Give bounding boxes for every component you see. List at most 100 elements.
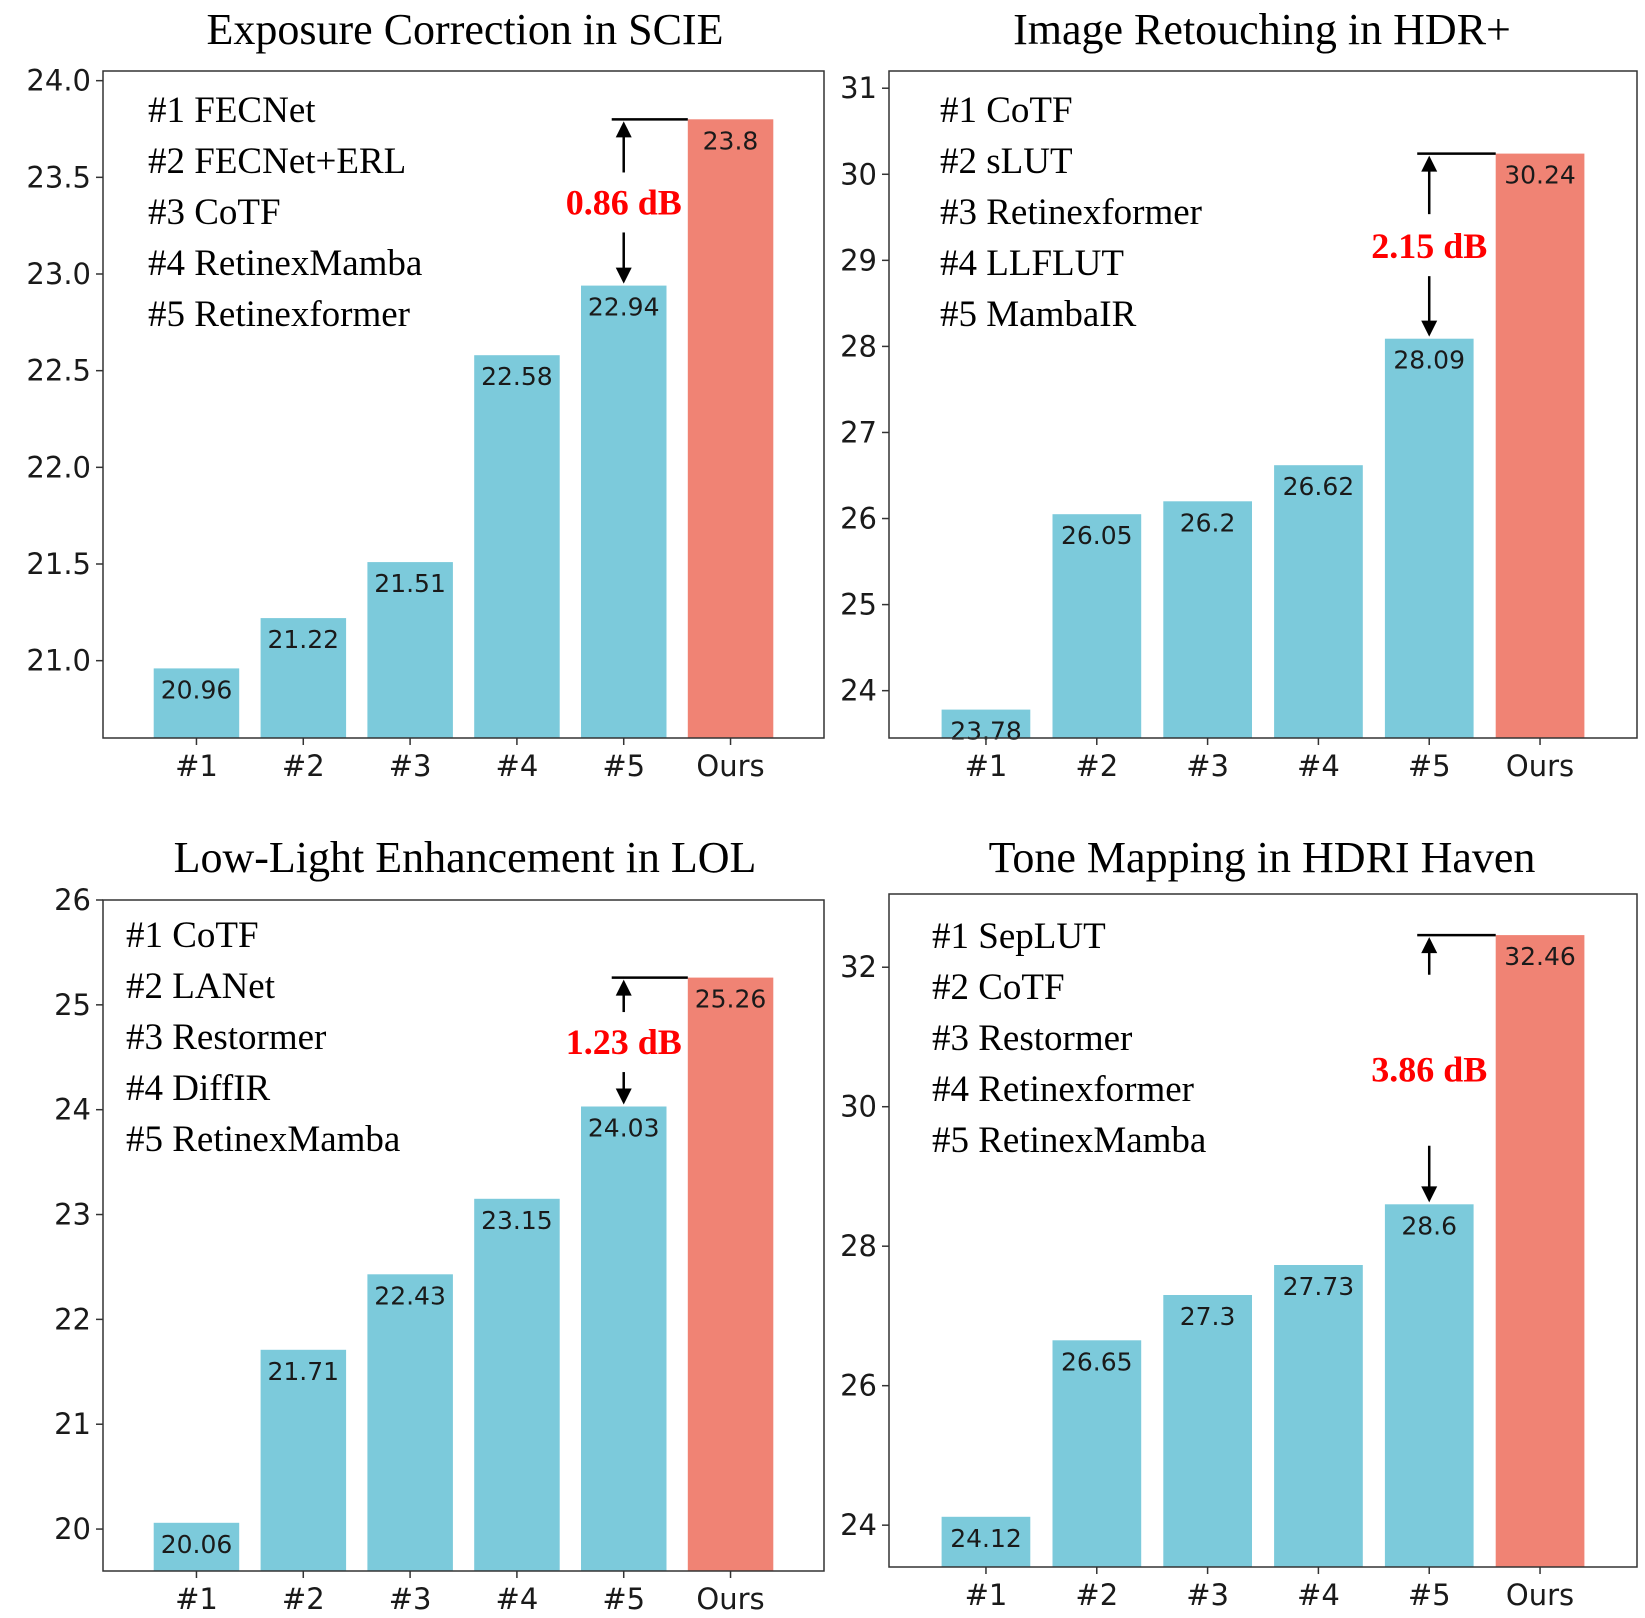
bar — [1384, 1204, 1474, 1567]
bar — [1274, 465, 1363, 738]
y-tick-label: 28 — [840, 1229, 877, 1263]
y-tick-label: 22.0 — [26, 450, 91, 484]
improvement-label: 1.23 dB — [566, 1022, 682, 1062]
data-label: 32.46 — [1504, 942, 1576, 971]
chart-panel: Tone Mapping in HDRI Haven 24.12 26.65 27.3… — [840, 833, 1638, 1612]
y-tick-label: 26 — [840, 502, 877, 536]
arrow-down-icon — [1421, 320, 1438, 337]
legend-entry: #4 LLFLUT — [940, 243, 1124, 284]
bar-ours — [1495, 935, 1585, 1567]
y-tick-label: 30 — [840, 1090, 877, 1124]
x-tick-label: #4 — [496, 749, 539, 783]
data-label: 24.03 — [588, 1114, 660, 1143]
data-label: 23.15 — [481, 1206, 553, 1235]
bar — [153, 1522, 240, 1571]
data-label: 23.8 — [703, 126, 759, 155]
x-tick-label: Ours — [1506, 749, 1574, 783]
data-label: 27.3 — [1180, 1302, 1236, 1331]
y-tick-label: 26 — [840, 1369, 877, 1403]
bar — [941, 709, 1031, 738]
x-tick-label: #4 — [496, 1582, 539, 1616]
legend-entry: #3 Restormer — [126, 1017, 326, 1058]
legend-entry: #1 CoTF — [940, 90, 1073, 131]
chart-title: Image Retouching in HDR+ — [1013, 5, 1511, 54]
y-tick-label: 23.5 — [26, 160, 91, 194]
data-label: 24.12 — [950, 1524, 1022, 1553]
data-label: 22.43 — [374, 1281, 446, 1310]
y-tick-label: 24.0 — [26, 64, 91, 98]
x-tick-label: Ours — [1506, 1578, 1574, 1612]
data-label: 22.94 — [588, 293, 660, 322]
y-tick-label: 21.5 — [26, 547, 91, 581]
data-label: 28.09 — [1393, 346, 1465, 375]
legend-entry: #4 DiffIR — [126, 1068, 271, 1109]
data-label: 22.58 — [481, 362, 553, 391]
arrow-up-icon — [615, 121, 632, 138]
legend-entry: #4 Retinexformer — [932, 1069, 1194, 1110]
legend-entry: #5 RetinexMamba — [126, 1119, 400, 1160]
y-tick-label: 29 — [840, 243, 877, 277]
plot-frame — [102, 70, 825, 739]
improvement-label: 0.86 dB — [566, 182, 682, 222]
x-tick-label: #5 — [602, 749, 645, 783]
arrow-down-icon — [615, 267, 632, 284]
plot-frame — [102, 899, 825, 1572]
data-label: 26.05 — [1061, 521, 1133, 550]
legend-entry: #3 Restormer — [932, 1018, 1132, 1059]
chart-title: Exposure Correction in SCIE — [207, 5, 724, 54]
x-tick-label: #2 — [1075, 749, 1118, 783]
plot-frame — [888, 70, 1638, 739]
arrow-up-icon — [615, 979, 632, 996]
y-tick-label: 31 — [840, 71, 877, 105]
bar — [367, 1274, 453, 1571]
bar — [581, 1106, 667, 1571]
x-tick-label: #5 — [1408, 749, 1451, 783]
legend-entry: #1 FECNet — [148, 90, 316, 131]
x-tick-label: #1 — [965, 1578, 1008, 1612]
x-tick-label: #3 — [1186, 1578, 1229, 1612]
y-tick-label: 24 — [840, 1508, 877, 1542]
data-label: 26.62 — [1283, 472, 1355, 501]
legend-entry: #5 MambaIR — [940, 294, 1137, 335]
legend-entry: #3 CoTF — [148, 192, 281, 233]
y-tick-label: 21.0 — [26, 644, 91, 678]
bar — [1052, 514, 1142, 738]
legend-entry: #2 CoTF — [932, 967, 1065, 1008]
improvement-label: 3.86 dB — [1371, 1050, 1487, 1090]
x-tick-label: #3 — [389, 749, 432, 783]
x-tick-label: #5 — [1408, 1578, 1451, 1612]
bar — [1274, 1265, 1363, 1567]
x-tick-label: Ours — [696, 1582, 764, 1616]
bar — [153, 668, 240, 738]
y-tick-label: 30 — [840, 157, 877, 191]
y-tick-label: 23 — [54, 1198, 91, 1232]
y-tick-label: 25 — [840, 588, 877, 622]
bar — [260, 618, 347, 738]
bar — [941, 1516, 1031, 1567]
plot-frame — [888, 893, 1638, 1568]
legend-entry: #3 Retinexformer — [940, 192, 1202, 233]
legend-entry: #2 FECNet+ERL — [148, 141, 406, 182]
data-label: 27.73 — [1283, 1272, 1355, 1301]
bar — [1384, 338, 1474, 738]
bar — [1163, 501, 1252, 738]
legend-entry: #2 sLUT — [940, 141, 1073, 182]
arrow-down-icon — [1421, 1186, 1438, 1203]
data-label: 21.22 — [268, 625, 340, 654]
x-tick-label: #3 — [389, 1582, 432, 1616]
y-tick-label: 24 — [840, 674, 877, 708]
x-tick-label: #3 — [1186, 749, 1229, 783]
y-tick-label: 20 — [54, 1512, 91, 1546]
x-tick-label: #4 — [1297, 749, 1340, 783]
x-tick-label: #2 — [282, 749, 325, 783]
y-tick-label: 24 — [54, 1093, 91, 1127]
y-tick-label: 22.5 — [26, 354, 91, 388]
chart-panel: Exposure Correction in SCIE 20.96 21.22 21.… — [26, 5, 825, 783]
arrow-down-icon — [615, 1088, 632, 1105]
arrow-up-icon — [1421, 155, 1438, 172]
data-label: 26.2 — [1180, 508, 1236, 537]
bar — [1052, 1340, 1142, 1567]
data-label: 20.06 — [161, 1530, 233, 1559]
